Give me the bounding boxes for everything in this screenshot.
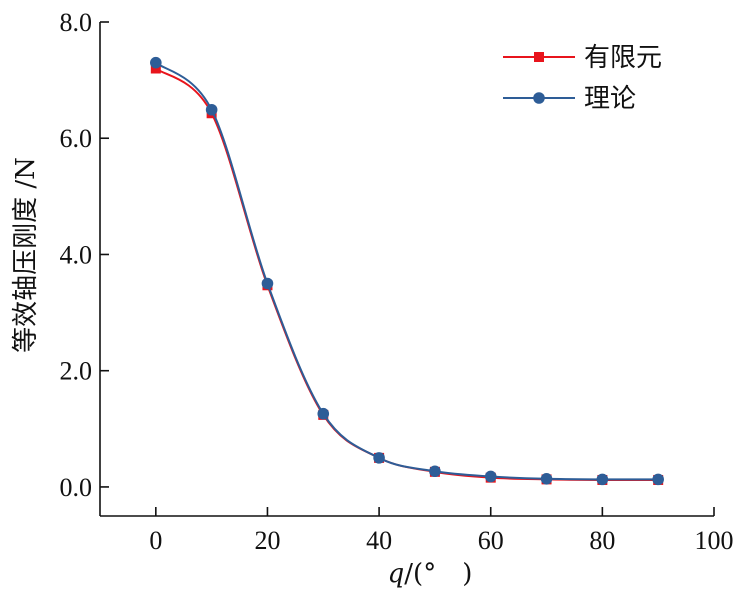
data-point: [205, 103, 218, 116]
data-point: [317, 407, 330, 420]
legend-item: 理论: [503, 84, 636, 114]
legend-item: 有限元: [503, 43, 662, 73]
y-axis-title: 等效轴压刚度 /N: [11, 157, 41, 353]
y-tick-label: 4.0: [60, 240, 93, 269]
legend-marker: [534, 52, 544, 62]
x-ticks: 0 20 40 60 80 100: [149, 507, 734, 555]
data-point: [596, 473, 609, 486]
y-tick-label: 2.0: [60, 357, 93, 386]
x-tick-label: 60: [478, 526, 504, 555]
data-point: [484, 470, 497, 483]
x-axis-title: q/(° ): [388, 559, 473, 589]
legend-label: 理论: [584, 84, 636, 114]
x-tick-label: 0: [149, 526, 162, 555]
x-axis-title-unit: /(° ): [404, 559, 472, 589]
data-point: [373, 452, 385, 464]
data-point: [150, 56, 162, 69]
y-tick-label: 8.0: [60, 8, 93, 37]
data-point: [429, 465, 441, 478]
y-tick-label: 6.0: [60, 124, 93, 153]
x-tick-label: 100: [695, 526, 734, 555]
x-tick-label: 40: [366, 526, 392, 555]
series-1: [150, 63, 664, 485]
axes: [99, 22, 714, 517]
data-point: [261, 277, 274, 290]
legend-label: 有限元: [584, 43, 662, 73]
data-point: [652, 473, 664, 486]
legend-marker: [533, 92, 545, 104]
series-layer: [150, 56, 664, 486]
data-point: [150, 63, 161, 74]
series-line: [155, 61, 659, 481]
series-2: [150, 56, 664, 486]
x-axis-title-symbol: q: [388, 559, 405, 589]
x-tick-label: 80: [589, 526, 615, 555]
y-tick-label: 0.0: [60, 473, 93, 502]
x-tick-label: 20: [254, 526, 280, 555]
data-point: [540, 473, 553, 485]
y-ticks: 0.0 2.0 4.0 6.0 8.0: [60, 8, 109, 502]
series-line: [155, 67, 659, 482]
